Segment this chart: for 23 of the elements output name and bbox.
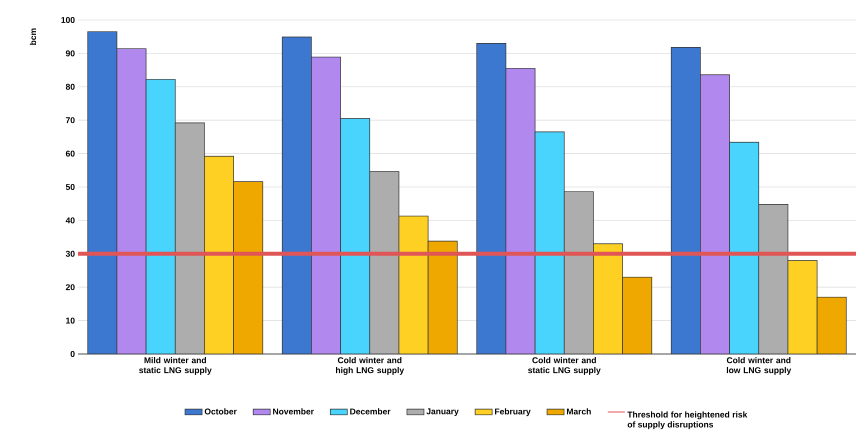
legend-label: January [426, 408, 459, 416]
legend-label: December [350, 408, 390, 414]
y-tick-label: 60 [66, 150, 75, 157]
y-tick-label: 10 [66, 318, 75, 324]
legend-label: October [204, 408, 237, 414]
y-axis-title: bcm [30, 28, 36, 45]
y-tick-label: 100 [61, 16, 75, 23]
legend-label: Threshold for heightened risk of supply disruptions [627, 411, 748, 430]
y-tick-label: 0 [70, 350, 75, 357]
x-tick-label: Cold winter and low LNG supply [726, 357, 792, 375]
y-tick-label: 90 [66, 50, 75, 56]
x-tick-label: Cold winter and static LNG supply [528, 357, 601, 375]
legend-label: February [495, 408, 531, 416]
y-tick-label: 30 [66, 250, 75, 257]
legend-label: March [566, 408, 591, 414]
x-tick-label: Mild winter and static LNG supply [139, 357, 212, 375]
x-tick-label: Cold winter and high LNG supply [336, 357, 404, 375]
y-tick-label: 70 [66, 117, 75, 124]
y-tick-label: 40 [66, 217, 75, 224]
y-tick-label: 50 [66, 184, 75, 190]
legend-label: November [273, 408, 314, 414]
y-tick-label: 20 [66, 284, 75, 290]
y-tick-label: 80 [66, 84, 75, 90]
